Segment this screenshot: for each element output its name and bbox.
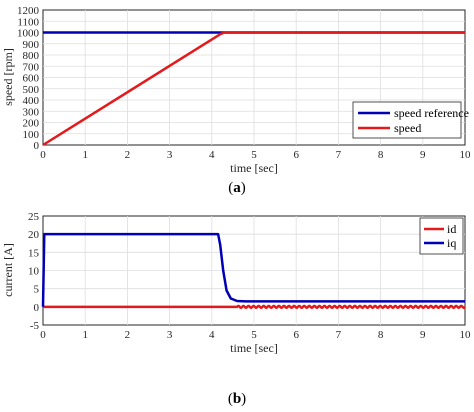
speed-x-tick-label: 8	[378, 149, 384, 161]
current-series	[41, 232, 466, 309]
speed-x-tick-label: 10	[460, 149, 472, 161]
current-x-tick-label: 1	[82, 329, 88, 341]
speed-y-tick-label: 300	[23, 106, 40, 118]
speed-y-tick-label: 100	[23, 129, 40, 141]
speed-y-tick-label: 1100	[17, 16, 39, 28]
speed-series	[42, 31, 465, 147]
current-x-tick-label: 4	[209, 329, 215, 341]
speed-x-tick-label: 3	[167, 149, 173, 161]
speed-x-tick-label: 6	[293, 149, 299, 161]
speed-y-tick-label: 500	[23, 84, 40, 96]
current-legend-box	[419, 217, 464, 255]
series-line-iq	[41, 232, 465, 307]
current-x-axis-label: time [sec]	[230, 341, 278, 355]
speed-x-tick-label: 5	[251, 149, 257, 161]
current-x-tick-label: 6	[293, 329, 299, 341]
current-chart-caption: (b)	[228, 391, 246, 407]
speed-y-tick-label: 1200	[17, 5, 40, 17]
speed-y-tick-label: 900	[23, 39, 40, 51]
speed-legend: speed reference speed	[352, 101, 469, 139]
speed-chart: 0 1 2 3 4 5 6 7 8 9 100100200300400500600700800900…	[1, 5, 471, 196]
speed-y-axis-label: speed [rpm]	[1, 48, 15, 106]
current-y-tick-label: 5	[34, 284, 40, 296]
current-x-tick-label: 9	[420, 329, 426, 341]
current-y-axis-label: current [A]	[1, 243, 15, 297]
current-x-tick-label: 2	[125, 329, 131, 341]
speed-y-tick-label: 1000	[17, 28, 40, 40]
current-y-tick-label: 15	[28, 247, 40, 259]
current-y-tick-label: -5	[30, 320, 40, 332]
speed-caption-letter: a	[233, 180, 241, 196]
speed-legend-box	[352, 101, 462, 139]
current-caption-letter: b	[233, 391, 241, 407]
speed-chart-caption: (a)	[228, 180, 246, 196]
series-line-speed	[42, 31, 465, 147]
current-x-tick-label: 7	[336, 329, 342, 341]
speed-x-tick-label: 2	[125, 149, 131, 161]
current-y-tick-label: 25	[28, 211, 40, 223]
speed-x-tick-label: 1	[82, 149, 88, 161]
current-y-tick-label: 0	[34, 302, 40, 314]
speed-x-tick-label: 4	[209, 149, 215, 161]
speed-x-tick-label: 9	[420, 149, 426, 161]
speed-ticks: 0 1 2 3 4 5 6 7 8 9 100100200300400500600700800900…	[17, 5, 471, 161]
current-y-tick-label: 20	[28, 229, 40, 241]
legend-label-speed-reference: speed reference	[394, 106, 469, 120]
speed-y-tick-label: 400	[23, 95, 40, 107]
current-x-tick-label: 3	[167, 329, 173, 341]
current-x-tick-label: 0	[40, 329, 46, 341]
current-y-tick-label: 10	[28, 266, 40, 278]
series-line-id	[43, 304, 466, 309]
speed-x-tick-label: 0	[40, 149, 46, 161]
legend-label-iq: iq	[447, 236, 456, 250]
legend-label-speed: speed	[394, 121, 421, 135]
legend-label-id: id	[447, 222, 456, 236]
current-x-tick-label: 8	[378, 329, 384, 341]
speed-y-tick-label: 200	[23, 118, 40, 130]
speed-y-tick-label: 800	[23, 50, 40, 62]
speed-y-tick-label: 700	[23, 61, 40, 73]
current-x-tick-label: 10	[460, 329, 472, 341]
current-x-tick-label: 5	[251, 329, 257, 341]
speed-x-axis-label: time [sec]	[230, 161, 278, 175]
speed-y-tick-label: 0	[34, 140, 40, 152]
current-legend: id iq	[419, 217, 464, 255]
speed-x-tick-label: 7	[336, 149, 342, 161]
speed-y-tick-label: 600	[23, 73, 40, 85]
